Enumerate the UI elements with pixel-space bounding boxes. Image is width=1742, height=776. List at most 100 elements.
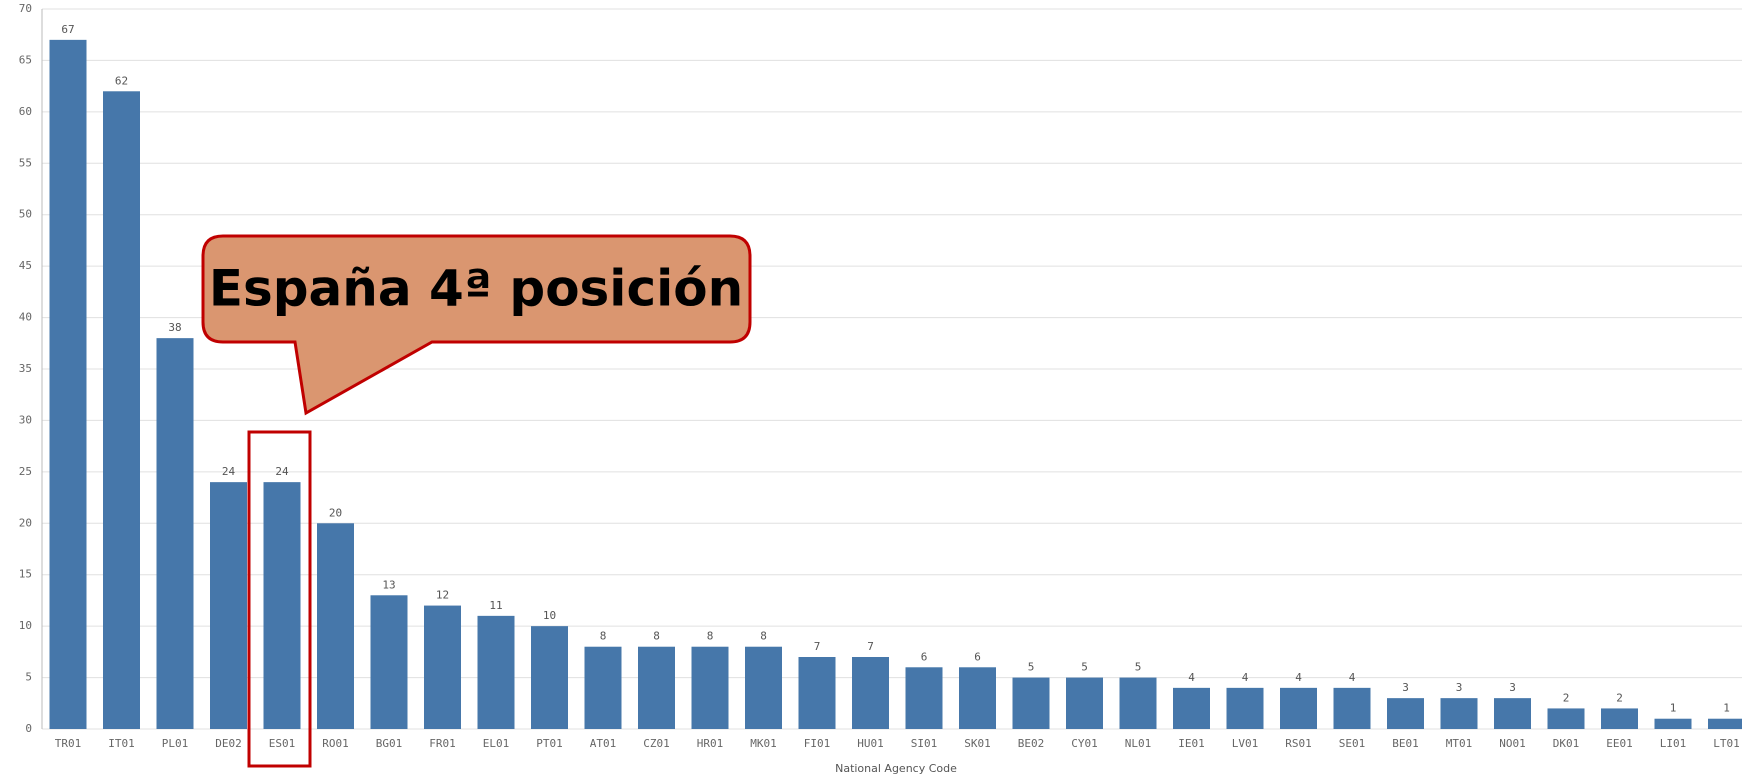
data-label: 2 bbox=[1616, 691, 1623, 704]
x-tick-label: HU01 bbox=[857, 737, 884, 750]
x-tick-label: LT01 bbox=[1713, 737, 1740, 750]
data-label: 10 bbox=[543, 609, 556, 622]
x-tick-label: SE01 bbox=[1339, 737, 1366, 750]
x-tick-label: EL01 bbox=[483, 737, 510, 750]
data-label: 5 bbox=[1028, 661, 1035, 674]
data-label: 4 bbox=[1349, 671, 1356, 684]
x-axis-title: National Agency Code bbox=[835, 762, 957, 775]
bar bbox=[1119, 677, 1157, 729]
data-label: 8 bbox=[707, 630, 714, 643]
x-tick-label: DK01 bbox=[1553, 737, 1580, 750]
y-tick-label: 70 bbox=[19, 2, 32, 15]
bar bbox=[1601, 708, 1638, 729]
x-tick-label: MT01 bbox=[1446, 737, 1473, 750]
x-tick-label: IT01 bbox=[108, 737, 135, 750]
callout-text: España 4ª posición bbox=[209, 260, 743, 318]
x-tick-label: CY01 bbox=[1071, 737, 1098, 750]
data-label: 8 bbox=[653, 630, 660, 643]
data-label: 62 bbox=[115, 74, 128, 87]
x-tick-label: ES01 bbox=[269, 737, 296, 750]
bar bbox=[370, 595, 408, 729]
y-tick-label: 40 bbox=[19, 311, 32, 324]
bar bbox=[638, 646, 675, 729]
x-tick-label: AT01 bbox=[590, 737, 617, 750]
x-tick-label: HR01 bbox=[697, 737, 724, 750]
bar bbox=[1226, 687, 1264, 729]
y-tick-label: 55 bbox=[19, 156, 32, 169]
bar bbox=[263, 482, 301, 729]
x-tick-label: NO01 bbox=[1499, 737, 1526, 750]
bar bbox=[424, 605, 461, 729]
bar bbox=[210, 482, 247, 729]
data-label: 67 bbox=[61, 23, 74, 36]
data-label: 7 bbox=[867, 640, 874, 653]
data-label: 5 bbox=[1081, 661, 1088, 674]
bar bbox=[1280, 687, 1317, 729]
y-tick-label: 20 bbox=[19, 516, 32, 529]
bar bbox=[317, 523, 354, 729]
x-tick-label: CZ01 bbox=[643, 737, 670, 750]
bar bbox=[905, 667, 943, 729]
x-tick-label: LI01 bbox=[1660, 737, 1687, 750]
data-label: 13 bbox=[382, 578, 395, 591]
x-tick-label: RS01 bbox=[1285, 737, 1312, 750]
x-tick-label: FR01 bbox=[429, 737, 456, 750]
bar bbox=[1440, 698, 1478, 729]
x-tick-label: BE01 bbox=[1392, 737, 1419, 750]
data-label: 1 bbox=[1723, 702, 1730, 715]
x-tick-label: MK01 bbox=[750, 737, 777, 750]
x-tick-label: RO01 bbox=[322, 737, 349, 750]
data-label: 2 bbox=[1563, 691, 1570, 704]
data-label: 38 bbox=[168, 321, 181, 334]
data-label: 3 bbox=[1509, 681, 1516, 694]
bar bbox=[1333, 687, 1371, 729]
bar bbox=[156, 338, 194, 729]
data-label: 5 bbox=[1135, 661, 1142, 674]
data-label: 6 bbox=[974, 650, 981, 663]
data-label: 4 bbox=[1242, 671, 1249, 684]
bar bbox=[477, 615, 515, 729]
data-label: 12 bbox=[436, 589, 449, 602]
data-label: 7 bbox=[814, 640, 821, 653]
x-tick-label: LV01 bbox=[1232, 737, 1259, 750]
x-tick-label: EE01 bbox=[1606, 737, 1633, 750]
y-tick-label: 5 bbox=[25, 671, 32, 684]
y-tick-label: 50 bbox=[19, 208, 32, 221]
y-tick-label: 0 bbox=[25, 722, 32, 735]
bar bbox=[852, 657, 889, 729]
y-tick-label: 45 bbox=[19, 259, 32, 272]
bar bbox=[798, 657, 836, 729]
data-label: 6 bbox=[921, 650, 928, 663]
bar bbox=[1387, 698, 1424, 729]
bar bbox=[1547, 708, 1585, 729]
y-tick-label: 10 bbox=[19, 619, 32, 632]
bar bbox=[1708, 718, 1742, 729]
callout-bubble bbox=[201, 234, 752, 416]
data-label: 3 bbox=[1456, 681, 1463, 694]
y-tick-label: 25 bbox=[19, 465, 32, 478]
bar bbox=[691, 646, 729, 729]
x-tick-label: PT01 bbox=[536, 737, 563, 750]
bar bbox=[103, 91, 140, 730]
plot: 0510152025303540455055606570TR0167IT0162… bbox=[19, 2, 1742, 750]
data-label: 4 bbox=[1295, 671, 1302, 684]
bar bbox=[959, 667, 996, 729]
bar bbox=[1066, 677, 1103, 729]
bar bbox=[1494, 698, 1531, 729]
x-tick-label: FI01 bbox=[804, 737, 831, 750]
data-label: 8 bbox=[600, 630, 607, 643]
y-tick-label: 35 bbox=[19, 362, 32, 375]
bar bbox=[745, 646, 782, 729]
data-label: 20 bbox=[329, 506, 342, 519]
bar bbox=[1173, 687, 1210, 729]
highlight-box bbox=[247, 430, 312, 768]
y-tick-label: 30 bbox=[19, 413, 32, 426]
data-label: 3 bbox=[1402, 681, 1409, 694]
data-label: 11 bbox=[489, 599, 502, 612]
x-tick-label: NL01 bbox=[1125, 737, 1152, 750]
bar bbox=[49, 39, 87, 730]
x-tick-label: SI01 bbox=[911, 737, 938, 750]
bar bbox=[531, 626, 568, 729]
bar bbox=[1012, 677, 1050, 729]
